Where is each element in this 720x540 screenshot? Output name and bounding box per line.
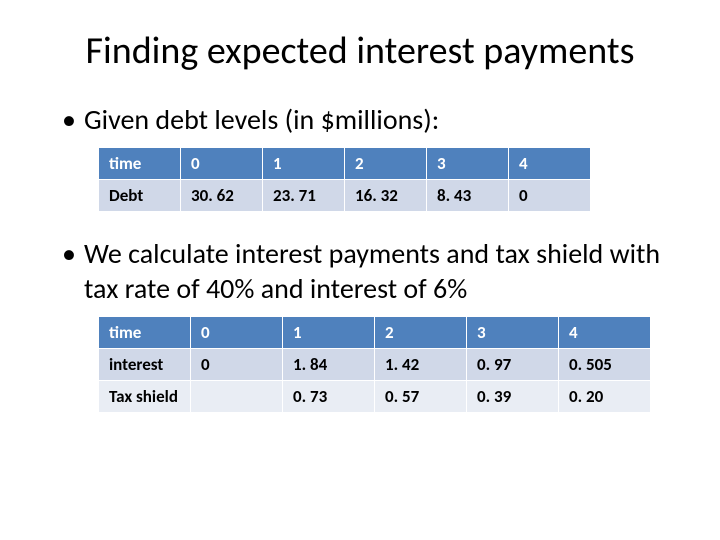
cell — [191, 381, 283, 413]
col-header: 1 — [263, 148, 345, 180]
cell: 0. 97 — [467, 349, 559, 381]
col-header: 4 — [559, 317, 651, 349]
cell: 0. 20 — [559, 381, 651, 413]
cell: 30. 62 — [181, 180, 263, 212]
cell: 1. 42 — [375, 349, 467, 381]
cell: 0. 73 — [283, 381, 375, 413]
cell: 0. 39 — [467, 381, 559, 413]
cell: 8. 43 — [427, 180, 509, 212]
col-header: 0 — [181, 148, 263, 180]
col-header: 0 — [191, 317, 283, 349]
cell: 1. 84 — [283, 349, 375, 381]
table-row: time 0 1 2 3 4 — [99, 148, 591, 180]
table-row: Tax shield 0. 73 0. 57 0. 39 0. 20 — [99, 381, 651, 413]
debt-table: time 0 1 2 3 4 Debt 30. 62 23. 71 16. 32… — [98, 147, 591, 212]
bullet-debt-levels: Given debt levels (in $millions): — [56, 102, 664, 137]
cell: 0 — [191, 349, 283, 381]
table-row: Debt 30. 62 23. 71 16. 32 8. 43 0 — [99, 180, 591, 212]
col-header: 3 — [467, 317, 559, 349]
col-header: 3 — [427, 148, 509, 180]
slide: Finding expected interest payments Given… — [0, 0, 720, 540]
row-label: Debt — [99, 180, 181, 212]
col-header: 2 — [345, 148, 427, 180]
table-row: time 0 1 2 3 4 — [99, 317, 651, 349]
slide-title: Finding expected interest payments — [56, 28, 664, 74]
cell: 23. 71 — [263, 180, 345, 212]
col-header: time — [99, 317, 191, 349]
bullet-tax-shield: We calculate interest payments and tax s… — [56, 236, 664, 306]
table-row: interest 0 1. 84 1. 42 0. 97 0. 505 — [99, 349, 651, 381]
row-label: Tax shield — [99, 381, 191, 413]
cell: 0. 505 — [559, 349, 651, 381]
col-header: time — [99, 148, 181, 180]
col-header: 2 — [375, 317, 467, 349]
interest-table: time 0 1 2 3 4 interest 0 1. 84 1. 42 0.… — [98, 316, 651, 413]
cell: 0 — [509, 180, 591, 212]
cell: 16. 32 — [345, 180, 427, 212]
col-header: 4 — [509, 148, 591, 180]
cell: 0. 57 — [375, 381, 467, 413]
col-header: 1 — [283, 317, 375, 349]
row-label: interest — [99, 349, 191, 381]
